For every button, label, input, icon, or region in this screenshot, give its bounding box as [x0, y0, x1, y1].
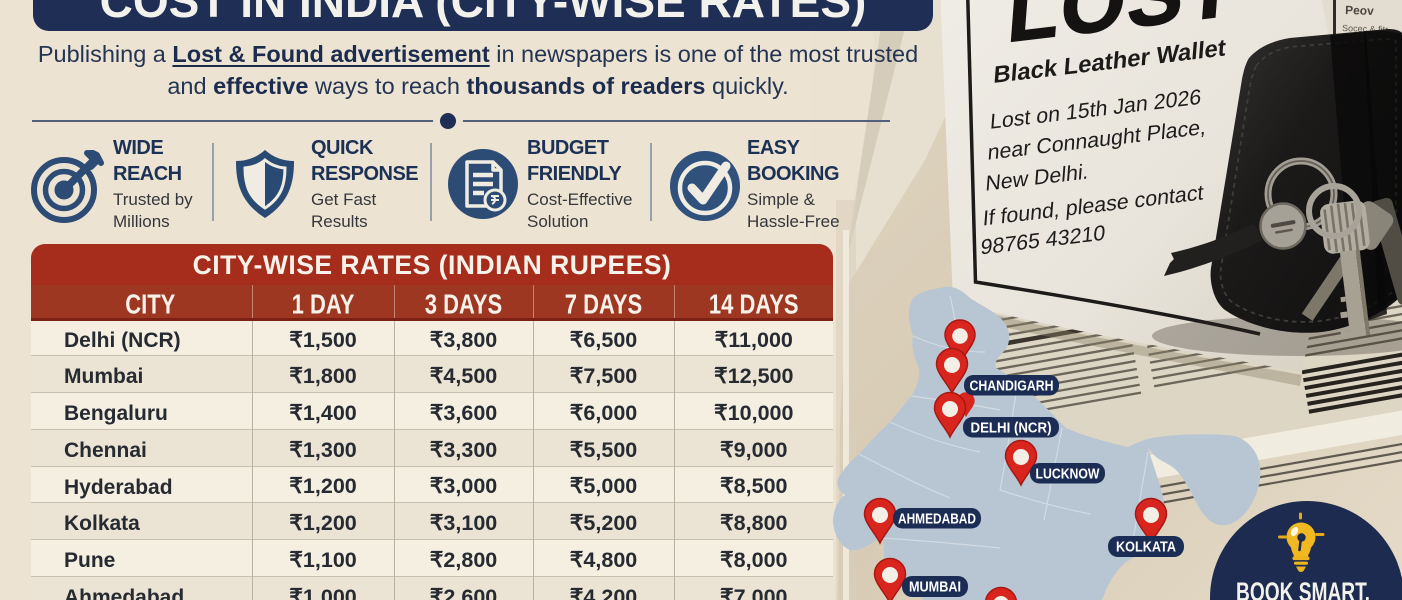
svg-text:CHANDIGARH: CHANDIGARH — [970, 379, 1054, 395]
svg-text:DELHI (NCR): DELHI (NCR) — [971, 421, 1052, 437]
svg-text:Peov: Peov — [1345, 3, 1374, 18]
svg-text:Socec & fitr: Socec & fitr — [1342, 23, 1388, 35]
svg-text:KOLKATA: KOLKATA — [1116, 540, 1176, 556]
svg-text:AHMEDABAD: AHMEDABAD — [898, 512, 976, 528]
svg-text:MUMBAI: MUMBAI — [909, 580, 961, 596]
svg-text:LUCKNOW: LUCKNOW — [1036, 467, 1100, 483]
svg-text:BOOK SMART,: BOOK SMART, — [1236, 577, 1370, 600]
